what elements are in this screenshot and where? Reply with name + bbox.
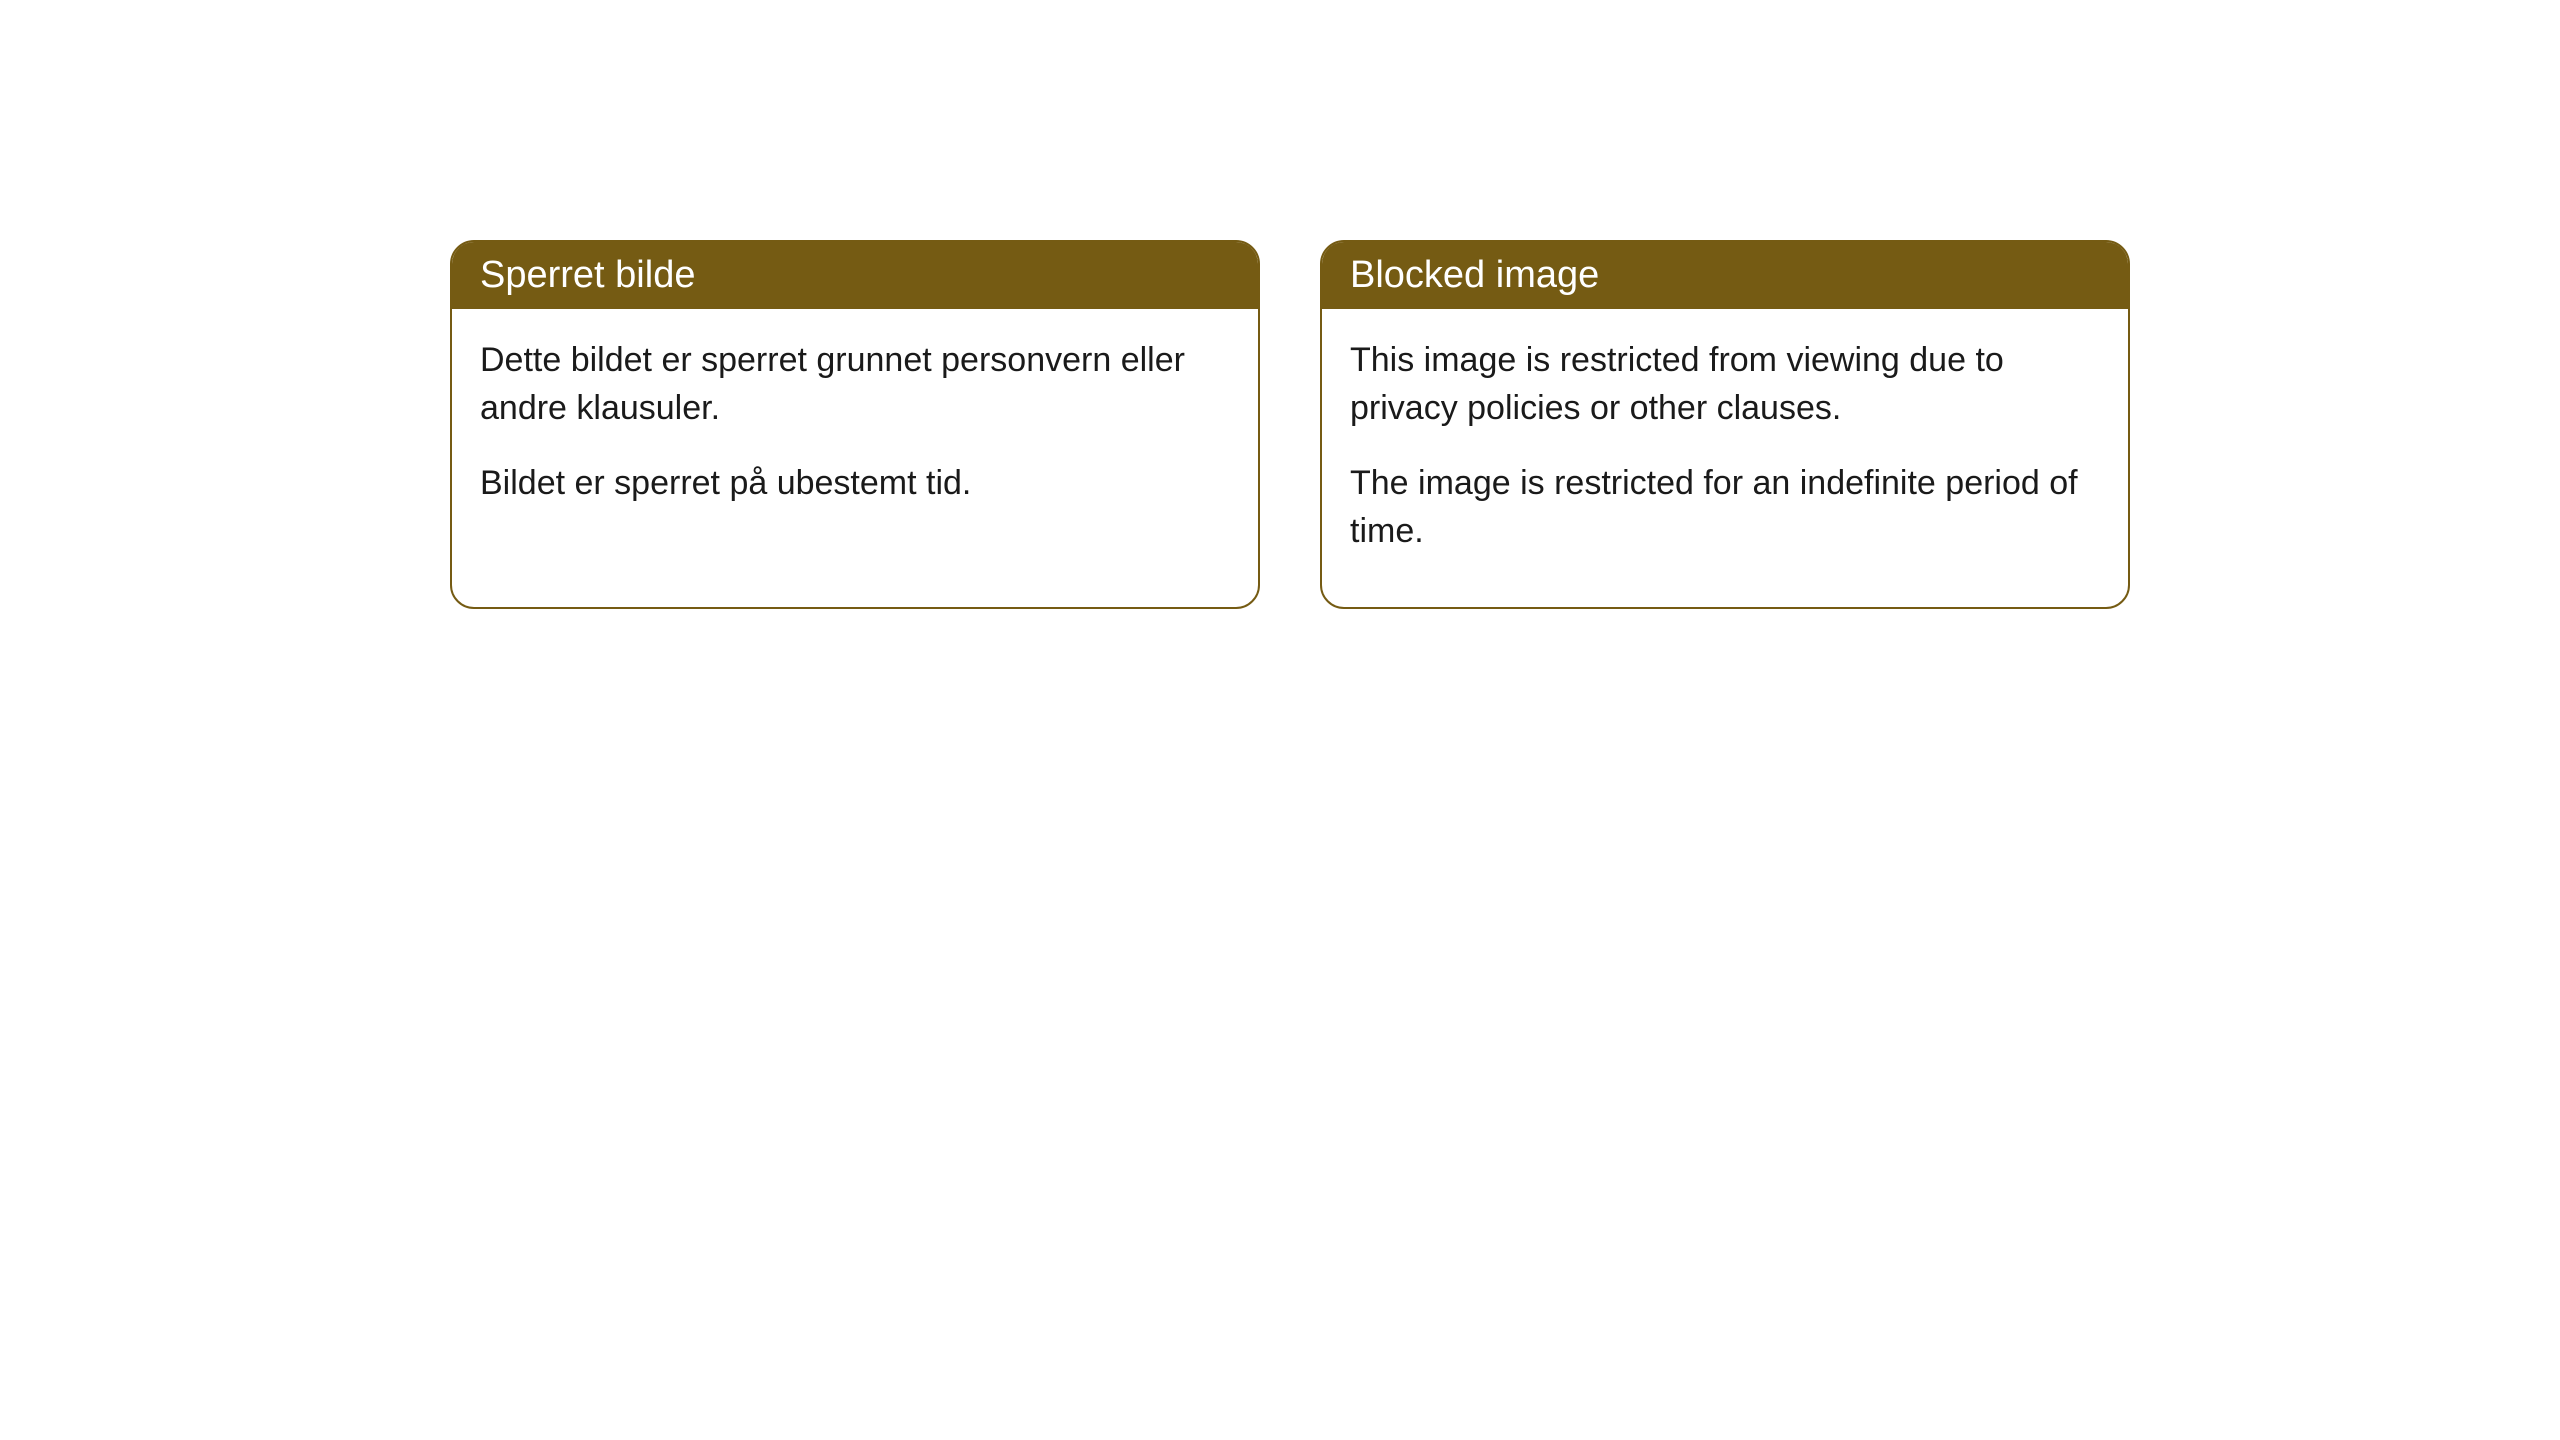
- cards-container: Sperret bilde Dette bildet er sperret gr…: [450, 240, 2130, 609]
- card-english: Blocked image This image is restricted f…: [1320, 240, 2130, 609]
- card-paragraph-1: This image is restricted from viewing du…: [1350, 337, 2100, 432]
- card-title: Blocked image: [1350, 254, 1599, 296]
- card-norwegian: Sperret bilde Dette bildet er sperret gr…: [450, 240, 1260, 609]
- card-header-english: Blocked image: [1322, 242, 2128, 309]
- card-header-norwegian: Sperret bilde: [452, 242, 1258, 309]
- card-body-english: This image is restricted from viewing du…: [1322, 309, 2128, 607]
- card-paragraph-1: Dette bildet er sperret grunnet personve…: [480, 337, 1230, 432]
- card-title: Sperret bilde: [480, 254, 695, 296]
- card-paragraph-2: Bildet er sperret på ubestemt tid.: [480, 460, 1230, 508]
- card-body-norwegian: Dette bildet er sperret grunnet personve…: [452, 309, 1258, 560]
- card-paragraph-2: The image is restricted for an indefinit…: [1350, 460, 2100, 555]
